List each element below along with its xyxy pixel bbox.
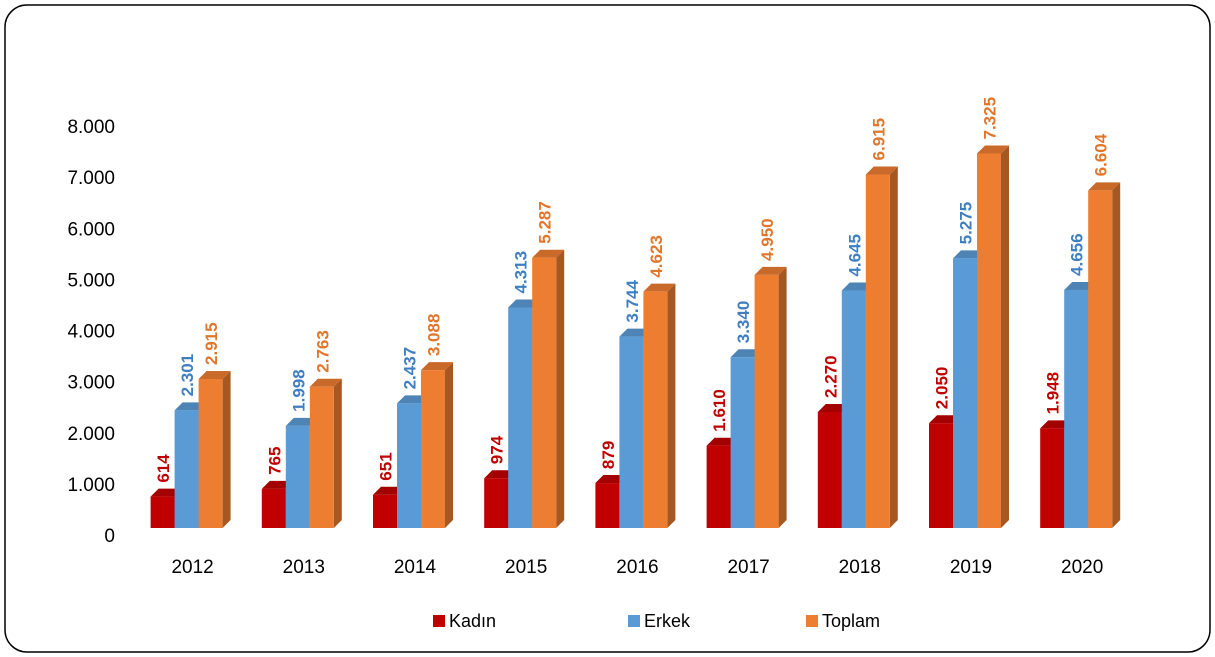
- value-label: 2.301: [178, 354, 197, 397]
- x-tick-label: 2017: [727, 557, 769, 578]
- value-label: 974: [488, 435, 507, 464]
- value-label: 4.950: [758, 218, 777, 261]
- x-tick-label: 2013: [283, 557, 325, 578]
- value-label: 651: [376, 452, 395, 480]
- bar: [421, 370, 445, 528]
- bar-side: [445, 362, 453, 528]
- y-tick-label: 0: [104, 526, 115, 547]
- bar: [953, 258, 977, 528]
- bar: [706, 445, 731, 528]
- bar: [174, 410, 199, 528]
- legend-swatch: [433, 615, 445, 627]
- bar: [817, 411, 842, 528]
- bar: [508, 307, 533, 528]
- bar: [841, 290, 866, 528]
- bar: [1088, 190, 1113, 529]
- bar-side: [1001, 145, 1009, 528]
- bar-top: [421, 362, 453, 371]
- bar: [198, 378, 223, 528]
- bar: [532, 257, 557, 528]
- bar: [865, 174, 890, 528]
- bar: [929, 423, 953, 528]
- value-label: 2.270: [821, 355, 840, 398]
- value-label: 6.604: [1092, 133, 1111, 176]
- value-label: 1.998: [289, 369, 308, 412]
- bar: [261, 488, 286, 528]
- value-label: 3.088: [424, 314, 443, 357]
- bar: [150, 496, 175, 528]
- x-tick-label: 2016: [616, 557, 658, 578]
- value-label: 2.915: [202, 322, 221, 365]
- x-tick-label: 2018: [839, 557, 881, 578]
- legend-label: Erkek: [644, 611, 691, 631]
- y-tick-label: 4.000: [67, 322, 115, 343]
- y-tick-label: 1.000: [67, 475, 115, 496]
- bar-side: [1112, 182, 1121, 529]
- value-label: 6.915: [869, 118, 888, 161]
- bar: [754, 274, 779, 528]
- value-label: 7.325: [980, 97, 999, 140]
- y-tick-label: 5.000: [67, 270, 115, 291]
- legend-swatch: [806, 615, 818, 627]
- y-tick-label: 6.000: [67, 219, 115, 240]
- bar-side: [333, 378, 342, 528]
- bar-top: [754, 266, 787, 275]
- bar-top: [532, 249, 565, 258]
- bar: [285, 425, 310, 528]
- bar: [643, 291, 668, 528]
- x-tick-label: 2014: [394, 557, 437, 578]
- bar-side: [889, 166, 898, 528]
- value-label: 4.623: [647, 235, 666, 278]
- y-tick-label: 8.000: [67, 117, 115, 138]
- value-label: 3.340: [734, 301, 753, 344]
- value-label: 4.313: [512, 251, 531, 294]
- bar: [373, 494, 397, 528]
- legend-label: Kadın: [449, 611, 496, 631]
- bar-side: [778, 266, 787, 528]
- bar-top: [977, 145, 1009, 154]
- bar: [977, 153, 1001, 528]
- value-label: 2.050: [932, 367, 951, 410]
- bar-top: [309, 378, 342, 387]
- value-label: 4.656: [1068, 233, 1087, 276]
- bar-top: [1088, 182, 1121, 191]
- x-tick-label: 2020: [1061, 557, 1103, 578]
- bar: [730, 357, 755, 528]
- legend-label: Toplam: [822, 611, 880, 631]
- value-label: 5.275: [956, 202, 975, 245]
- x-tick-label: 2015: [505, 557, 547, 578]
- value-label: 4.645: [845, 234, 864, 277]
- bar-top: [643, 283, 676, 292]
- bar-side: [222, 370, 231, 528]
- bar-top: [865, 166, 898, 175]
- value-label: 2.437: [400, 347, 419, 390]
- value-label: 765: [265, 447, 284, 475]
- bar-side: [556, 249, 565, 528]
- value-label: 1.948: [1044, 372, 1063, 415]
- bar: [397, 403, 421, 528]
- value-label: 614: [154, 454, 173, 483]
- y-tick-label: 3.000: [67, 373, 115, 394]
- bar: [309, 386, 334, 528]
- value-label: 2.763: [313, 330, 332, 373]
- value-label: 879: [599, 441, 618, 469]
- x-tick-label: 2012: [171, 557, 213, 578]
- bar: [1040, 428, 1065, 528]
- y-tick-label: 7.000: [67, 168, 115, 189]
- bar: [484, 478, 509, 528]
- bar: [1064, 289, 1089, 528]
- value-label: 5.287: [536, 201, 555, 244]
- chart-frame: [4, 4, 1211, 653]
- bar-side: [667, 283, 676, 528]
- bar-top: [198, 370, 231, 379]
- legend-swatch: [628, 615, 640, 627]
- value-label: 1.610: [710, 389, 729, 432]
- bar: [619, 336, 644, 528]
- value-label: 3.744: [623, 280, 642, 323]
- x-tick-label: 2019: [950, 557, 992, 578]
- y-tick-label: 2.000: [67, 424, 115, 445]
- bar: [595, 483, 620, 528]
